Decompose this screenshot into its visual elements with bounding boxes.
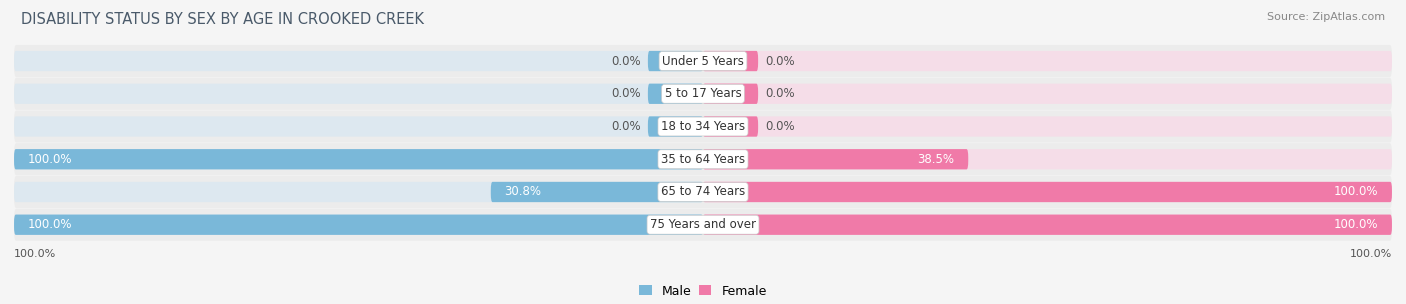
Legend: Male, Female: Male, Female — [634, 280, 772, 302]
Text: 0.0%: 0.0% — [612, 120, 641, 133]
Text: DISABILITY STATUS BY SEX BY AGE IN CROOKED CREEK: DISABILITY STATUS BY SEX BY AGE IN CROOK… — [21, 12, 425, 27]
Text: 100.0%: 100.0% — [28, 218, 72, 231]
FancyBboxPatch shape — [703, 51, 1392, 71]
FancyBboxPatch shape — [703, 116, 758, 137]
FancyBboxPatch shape — [703, 149, 969, 169]
Text: 100.0%: 100.0% — [14, 249, 56, 259]
Text: 38.5%: 38.5% — [918, 153, 955, 166]
FancyBboxPatch shape — [703, 182, 1392, 202]
FancyBboxPatch shape — [703, 215, 1392, 235]
FancyBboxPatch shape — [648, 116, 703, 137]
FancyBboxPatch shape — [14, 143, 1392, 175]
Text: 100.0%: 100.0% — [1334, 185, 1378, 199]
Text: 100.0%: 100.0% — [1350, 249, 1392, 259]
FancyBboxPatch shape — [648, 51, 703, 71]
FancyBboxPatch shape — [14, 215, 703, 235]
FancyBboxPatch shape — [14, 149, 703, 169]
FancyBboxPatch shape — [703, 149, 1392, 169]
Text: 75 Years and over: 75 Years and over — [650, 218, 756, 231]
FancyBboxPatch shape — [703, 84, 758, 104]
Text: 35 to 64 Years: 35 to 64 Years — [661, 153, 745, 166]
FancyBboxPatch shape — [14, 215, 703, 235]
Text: 5 to 17 Years: 5 to 17 Years — [665, 87, 741, 100]
FancyBboxPatch shape — [14, 116, 703, 137]
FancyBboxPatch shape — [491, 182, 703, 202]
FancyBboxPatch shape — [14, 149, 703, 169]
Text: 100.0%: 100.0% — [1334, 218, 1378, 231]
Text: Source: ZipAtlas.com: Source: ZipAtlas.com — [1267, 12, 1385, 22]
Text: 65 to 74 Years: 65 to 74 Years — [661, 185, 745, 199]
Text: 0.0%: 0.0% — [765, 87, 794, 100]
FancyBboxPatch shape — [648, 84, 703, 104]
FancyBboxPatch shape — [703, 116, 1392, 137]
Text: 0.0%: 0.0% — [765, 54, 794, 67]
Text: 30.8%: 30.8% — [505, 185, 541, 199]
FancyBboxPatch shape — [703, 182, 1392, 202]
Text: Under 5 Years: Under 5 Years — [662, 54, 744, 67]
Text: 18 to 34 Years: 18 to 34 Years — [661, 120, 745, 133]
FancyBboxPatch shape — [14, 176, 1392, 208]
FancyBboxPatch shape — [703, 215, 1392, 235]
Text: 0.0%: 0.0% — [765, 120, 794, 133]
FancyBboxPatch shape — [14, 45, 1392, 77]
Text: 0.0%: 0.0% — [612, 54, 641, 67]
Text: 100.0%: 100.0% — [28, 153, 72, 166]
FancyBboxPatch shape — [14, 78, 1392, 110]
FancyBboxPatch shape — [14, 84, 703, 104]
FancyBboxPatch shape — [703, 84, 1392, 104]
Text: 0.0%: 0.0% — [612, 87, 641, 100]
FancyBboxPatch shape — [14, 209, 1392, 241]
FancyBboxPatch shape — [14, 182, 703, 202]
FancyBboxPatch shape — [703, 51, 758, 71]
FancyBboxPatch shape — [14, 110, 1392, 143]
FancyBboxPatch shape — [14, 51, 703, 71]
